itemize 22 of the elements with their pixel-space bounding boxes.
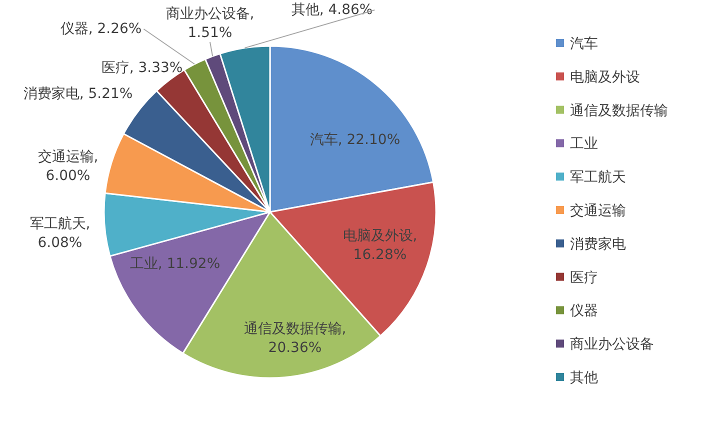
data-label: 通信及数据传输, 20.36% [244, 321, 346, 356]
legend-label: 工业 [570, 136, 598, 152]
legend-label: 商业办公设备 [570, 336, 654, 353]
data-label: 仪器, 2.26% [60, 21, 142, 37]
legend-label: 电脑及外设 [570, 69, 640, 86]
data-label: 医疗, 3.33% [101, 60, 183, 76]
legend-label: 汽车 [570, 36, 598, 52]
legend-label: 消费家电 [570, 236, 626, 252]
data-label: 消费家电, 5.21% [23, 86, 133, 102]
legend-label: 军工航天 [570, 170, 626, 186]
legend-label: 其他 [570, 370, 598, 386]
data-label: 工业, 11.92% [130, 256, 220, 272]
data-label: 商业办公设备, 1.51% [166, 6, 254, 41]
legend-label: 医疗 [570, 270, 598, 286]
data-label: 军工航天, 6.08% [30, 216, 90, 251]
data-label: 电脑及外设, 16.28% [342, 228, 418, 263]
data-label: 其他, 4.86% [291, 2, 373, 18]
legend-label: 交通运输 [570, 203, 626, 219]
data-label: 交通运输, 6.00% [38, 149, 98, 184]
legend-label: 通信及数据传输 [570, 102, 668, 119]
data-label: 汽车, 22.10% [310, 132, 400, 148]
legend-label: 仪器 [570, 303, 598, 320]
